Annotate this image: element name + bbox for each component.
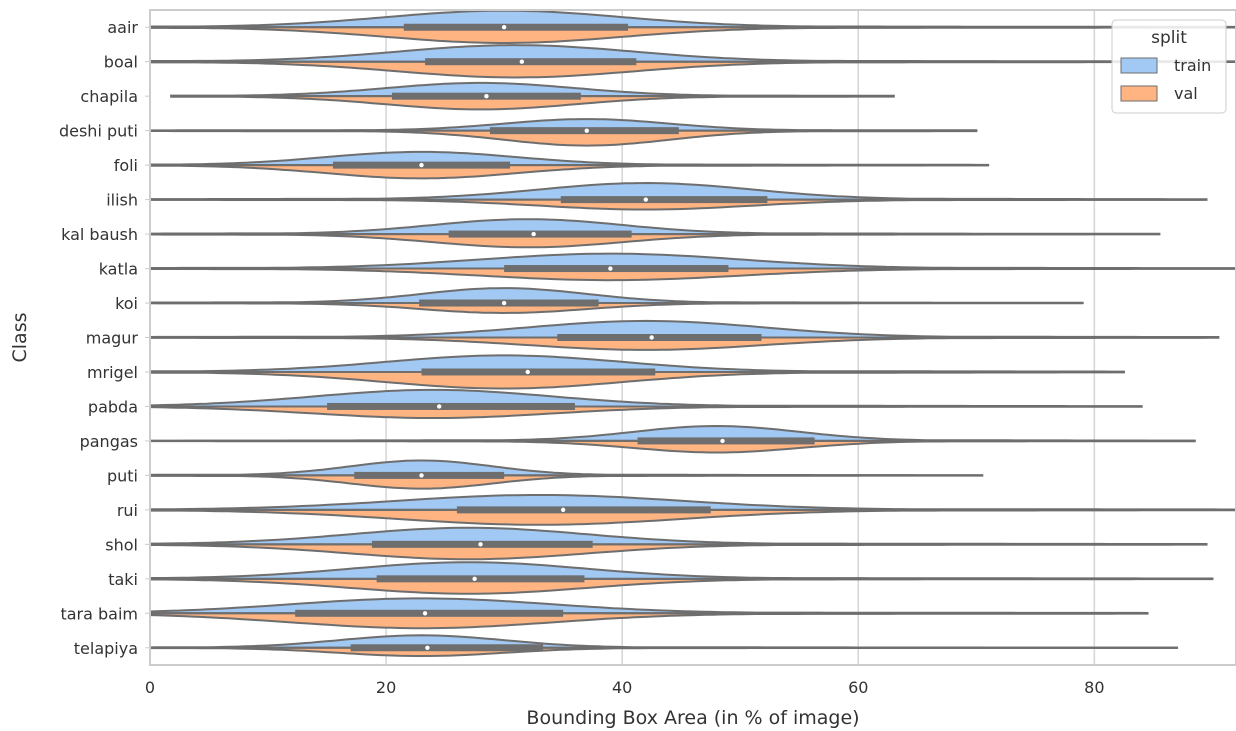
legend-entries: train val: [1120, 56, 1211, 103]
violin-train-pabda: [149, 388, 1143, 408]
box-plots: [150, 23, 1236, 652]
y-tick-magur: magur: [86, 329, 139, 348]
iqr-box-telapiya: [350, 644, 544, 652]
violin-val-pabda: [149, 405, 1143, 419]
y-tick-koi: koi: [115, 294, 138, 313]
y-tick-taki: taki: [108, 570, 138, 589]
violin-val-kal-baush: [149, 233, 1161, 249]
violin-train-foli: [149, 150, 990, 167]
iqr-box-mrigel: [421, 368, 656, 376]
iqr-box-magur: [557, 334, 762, 341]
median-dot-koi: [501, 300, 507, 306]
median-dot-foli: [419, 162, 424, 168]
iqr-box-boal: [425, 58, 637, 66]
y-tick-pangas: pangas: [80, 432, 138, 451]
x-tick-60: 60: [848, 678, 868, 697]
median-dot-magur: [649, 335, 654, 340]
y-tick-rui: rui: [117, 501, 138, 520]
iqr-box-koi: [419, 299, 599, 307]
violin-val-boal: [149, 60, 1236, 79]
iqr-box-puti: [354, 471, 505, 479]
x-tick-0: 0: [145, 678, 155, 697]
iqr-box-pabda: [327, 402, 575, 410]
violin-train-taki: [149, 561, 1214, 580]
iqr-box-kal-baush: [448, 230, 632, 238]
violin-train-shol: [149, 526, 1208, 546]
median-dot-mrigel: [525, 369, 530, 375]
median-dot-puti: [419, 473, 424, 478]
y-tick-ilish: ilish: [106, 191, 138, 210]
median-dot-katla: [608, 266, 613, 271]
y-tick-boal: boal: [104, 53, 138, 72]
y-tick-chapila: chapila: [80, 87, 138, 106]
iqr-box-katla: [504, 265, 729, 273]
y-tick-katla: katla: [99, 260, 138, 279]
y-tick-tara-baim: tara baim: [60, 604, 138, 623]
violin-val-puti: [149, 474, 984, 490]
y-axis-title: Class: [9, 313, 31, 363]
iqr-box-tara-baim: [295, 609, 564, 617]
iqr-box-pangas: [637, 437, 815, 445]
violin-val-koi: [149, 302, 1084, 315]
violin-train-boal: [149, 44, 1236, 63]
legend-label-train: train: [1174, 56, 1211, 75]
median-dot-pangas: [720, 438, 725, 444]
violin-val-foli: [149, 164, 990, 180]
violin-train-telapiya: [149, 634, 1179, 649]
y-tick-telapiya: telapiya: [74, 639, 138, 658]
median-dot-boal: [519, 59, 525, 64]
iqr-box-rui: [456, 506, 711, 514]
y-tick-pabda: pabda: [88, 397, 138, 416]
median-dot-rui: [560, 507, 566, 513]
median-dot-telapiya: [425, 645, 430, 650]
iqr-box-taki: [376, 575, 585, 583]
y-tick-deshi-puti: deshi puti: [59, 122, 138, 141]
violin-train-aair: [149, 9, 1236, 29]
legend-swatch-val: [1120, 85, 1158, 102]
violin-val-telapiya: [149, 646, 1179, 657]
median-dot-ilish: [643, 197, 648, 202]
y-tick-aair: aair: [107, 18, 138, 37]
violin-val-taki: [149, 577, 1214, 595]
median-dot-pabda: [437, 404, 442, 409]
x-tick-80: 80: [1084, 678, 1104, 697]
violins: [149, 9, 1236, 657]
violin-val-shol: [149, 543, 1208, 561]
x-tick-labels: 0 20 40 60 80: [145, 678, 1105, 697]
median-dot-deshi-puti: [584, 128, 589, 133]
violin-val-aair: [149, 26, 1236, 44]
median-dot-shol: [478, 542, 483, 547]
iqr-box-aair: [403, 23, 629, 31]
y-tick-labels: aair boal chapila deshi puti foli ilish kal ba…: [59, 18, 150, 658]
iqr-box-ilish: [560, 196, 768, 204]
x-axis-title: Bounding Box Area (in % of image): [526, 707, 859, 729]
median-dot-aair: [501, 25, 507, 30]
y-tick-foli: foli: [114, 156, 138, 175]
y-tick-kal-baush: kal baush: [61, 225, 138, 244]
y-tick-mrigel: mrigel: [87, 363, 138, 382]
x-tick-20: 20: [376, 678, 396, 697]
median-dot-taki: [472, 576, 477, 582]
violin-train-puti: [149, 459, 984, 477]
median-dot-chapila: [484, 93, 489, 99]
legend: split train val: [1111, 19, 1227, 114]
iqr-box-deshi-puti: [489, 127, 679, 135]
violin-train-kal-baush: [149, 218, 1161, 236]
legend-title: split: [1151, 28, 1187, 48]
y-tick-puti: puti: [107, 466, 138, 485]
y-tick-shol: shol: [105, 535, 138, 554]
x-tick-40: 40: [612, 678, 632, 697]
legend-label-val: val: [1174, 84, 1198, 103]
median-dot-kal-baush: [531, 231, 536, 237]
legend-swatch-train: [1120, 57, 1158, 74]
median-dot-tara-baim: [422, 611, 428, 616]
violin-train-koi: [149, 287, 1084, 305]
